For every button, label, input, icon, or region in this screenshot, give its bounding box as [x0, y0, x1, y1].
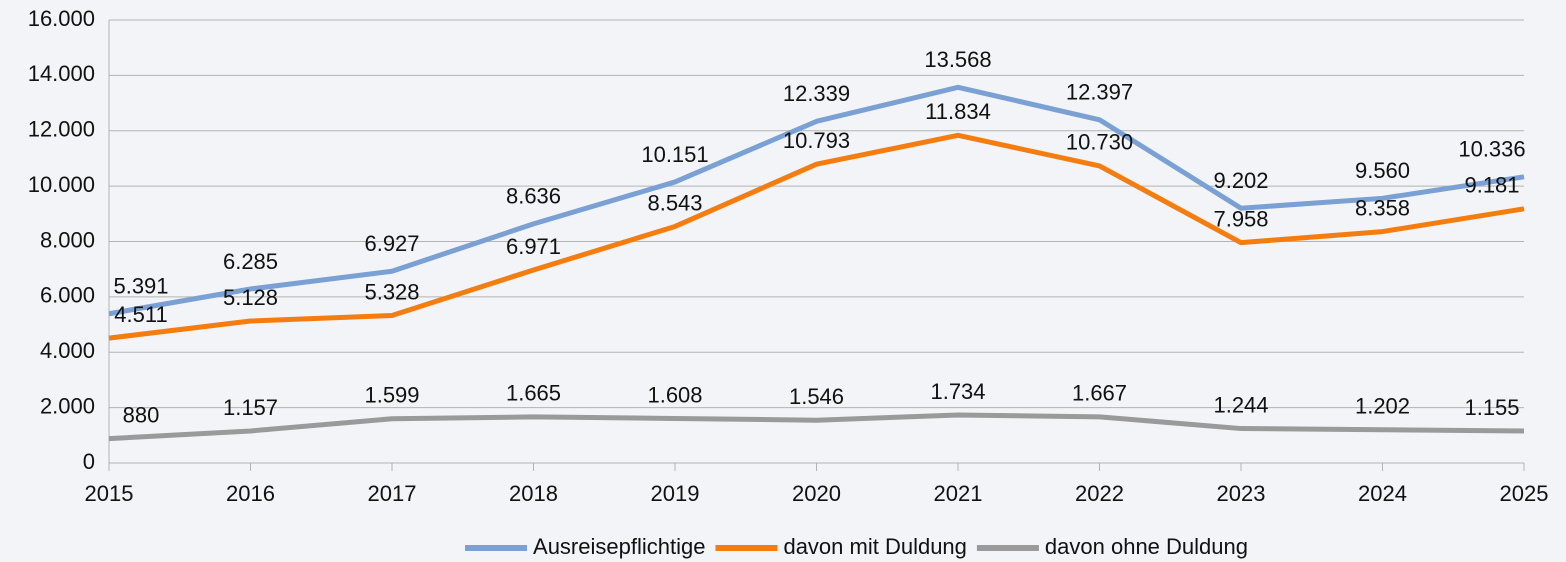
- data-label: 9.181: [1464, 173, 1519, 198]
- x-tick-label: 2023: [1217, 481, 1266, 506]
- data-label: 6.285: [223, 249, 278, 274]
- x-tick-label: 2015: [85, 481, 134, 506]
- data-label: 1.599: [364, 383, 419, 408]
- data-label: 8.543: [647, 190, 702, 215]
- data-label: 1.608: [647, 382, 702, 407]
- data-label: 12.397: [1066, 80, 1133, 105]
- data-label: 12.339: [783, 81, 850, 106]
- x-tick-label: 2020: [792, 481, 841, 506]
- data-label: 10.793: [783, 128, 850, 153]
- data-label: 9.560: [1355, 158, 1410, 183]
- data-label: 5.391: [113, 274, 168, 299]
- data-label: 11.834: [925, 99, 991, 124]
- data-label: 13.568: [924, 47, 991, 72]
- data-label: 9.202: [1213, 168, 1268, 193]
- legend-label: Ausreisepflichtige: [533, 534, 705, 559]
- x-tick-label: 2016: [226, 481, 275, 506]
- data-label: 1.734: [930, 379, 985, 404]
- y-tick-label: 8.000: [40, 227, 95, 252]
- data-label: 1.155: [1464, 395, 1519, 420]
- y-tick-label: 6.000: [40, 283, 95, 308]
- data-label: 1.665: [506, 381, 561, 406]
- data-label: 1.546: [789, 384, 844, 409]
- data-label: 6.971: [506, 234, 561, 259]
- data-label: 1.244: [1213, 392, 1268, 417]
- series-line: [108, 84, 1525, 317]
- series-line: [108, 412, 1525, 442]
- x-tick-label: 2025: [1500, 481, 1549, 506]
- y-tick-label: 2.000: [40, 393, 95, 418]
- data-label: 880: [123, 402, 160, 427]
- x-tick-label: 2019: [651, 481, 700, 506]
- y-tick-label: 10.000: [28, 172, 95, 197]
- y-tick-label: 14.000: [28, 61, 95, 86]
- data-label: 5.328: [364, 279, 419, 304]
- data-label: 6.927: [364, 231, 419, 256]
- data-label: 10.151: [641, 142, 708, 167]
- series-line: [108, 132, 1525, 341]
- y-tick-label: 0: [83, 449, 95, 474]
- data-label: 4.511: [114, 302, 167, 327]
- data-label: 1.667: [1072, 381, 1127, 406]
- legend: Ausreisepflichtige davon mit Duldung davon…: [465, 534, 1248, 559]
- x-tick-label: 2017: [368, 481, 417, 506]
- data-label: 8.358: [1355, 195, 1410, 220]
- data-label: 1.157: [223, 395, 278, 420]
- x-tick-label: 2024: [1358, 481, 1407, 506]
- x-tick-label: 2018: [509, 481, 558, 506]
- data-label: 7.958: [1213, 206, 1268, 231]
- data-label: 10.336: [1458, 137, 1525, 162]
- data-label: 5.128: [223, 285, 278, 310]
- data-label: 1.202: [1355, 394, 1410, 419]
- data-label: 8.636: [506, 184, 561, 209]
- legend-label: davon mit Duldung: [783, 534, 966, 559]
- y-tick-label: 12.000: [28, 117, 95, 142]
- data-label: 10.730: [1066, 130, 1133, 155]
- x-tick-label: 2022: [1075, 481, 1124, 506]
- legend-label: davon ohne Duldung: [1045, 534, 1248, 559]
- x-tick-label: 2021: [934, 481, 983, 506]
- y-tick-label: 16.000: [28, 6, 95, 31]
- y-tick-label: 4.000: [40, 338, 95, 363]
